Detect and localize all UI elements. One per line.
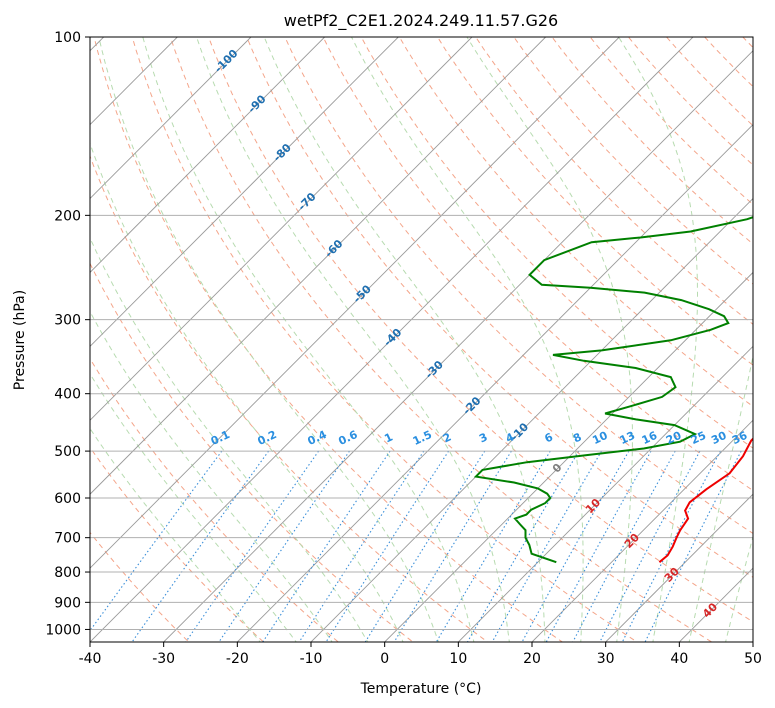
moist-adiabat-line — [618, 37, 698, 642]
mixing-ratio-line — [262, 450, 391, 642]
y-tick-label: 200 — [54, 208, 81, 224]
isotherm-line — [384, 271, 753, 642]
mixing-ratio-line — [364, 450, 486, 642]
isotherm-line — [90, 37, 473, 421]
x-tick-label: 20 — [523, 651, 541, 667]
mixing-ratio-label: 30 — [709, 429, 729, 447]
pressure-grid — [90, 37, 753, 630]
y-tick-label: 300 — [54, 313, 81, 329]
dry-adiabat-line — [398, 37, 753, 407]
plot-frame — [89, 36, 754, 643]
x-tick-label: 30 — [597, 651, 615, 667]
mixing-ratio-label: 36 — [730, 429, 750, 447]
dry-adiabat-line — [169, 37, 713, 642]
isotherm-line — [90, 37, 252, 200]
y-tick-label: 100 — [54, 30, 81, 46]
moist-adiabat-line — [263, 37, 546, 642]
dry-adiabat-line — [90, 531, 190, 642]
y-axis-label: Pressure (hPa) — [12, 290, 28, 390]
dry-adiabat-line — [436, 37, 753, 366]
dry-adiabat-line — [284, 37, 753, 535]
mixing-ratio-line — [572, 450, 676, 642]
isotherm-line — [90, 37, 399, 347]
mixing-ratio-line — [644, 450, 742, 642]
x-axis-label: Temperature (°C) — [360, 681, 482, 697]
mixing-ratio-line — [491, 450, 602, 642]
dry-adiabat-line — [246, 37, 753, 578]
y-tick-label: 600 — [54, 491, 81, 507]
moist-adiabat-line — [466, 37, 633, 642]
dry-adiabat-line — [131, 37, 638, 642]
x-tick-label: -10 — [300, 651, 323, 667]
x-tick-label: 0 — [380, 651, 389, 667]
moist-adiabat-line — [350, 37, 584, 642]
background-lines — [90, 37, 753, 642]
mixing-ratio-label: 20 — [664, 429, 684, 447]
dry-adiabat-line — [322, 37, 753, 492]
mixing-ratio-label: 25 — [689, 429, 708, 447]
isotherm-line — [237, 123, 753, 642]
isotherm-line — [90, 37, 546, 495]
isotherm-line — [310, 197, 753, 642]
x-tick-label: -20 — [226, 651, 249, 667]
y-tick-label: 800 — [54, 565, 81, 581]
dewpoint-profile-line — [473, 216, 753, 564]
y-tick-label: 1000 — [45, 622, 81, 638]
mixing-ratio-line — [325, 450, 450, 642]
chart-title: wetPf2_C2E1.2024.249.11.57.G26 — [284, 11, 558, 31]
mixing-ratio-label: 10 — [590, 429, 610, 447]
dry-adiabat-line — [360, 37, 753, 449]
mixing-ratio-line — [466, 450, 580, 642]
isotherm-line — [90, 37, 694, 642]
mixing-ratio-line — [621, 450, 721, 642]
y-tick-label: 700 — [54, 531, 81, 547]
mixing-ratio-label: 16 — [640, 429, 660, 447]
y-tick-label: 400 — [54, 387, 81, 403]
moist-adiabat-line — [90, 310, 333, 642]
mixing-ratio-line — [298, 450, 425, 642]
x-tick-label: 10 — [449, 651, 467, 667]
moist-adiabat-line — [196, 37, 510, 642]
isotherm-line — [458, 345, 753, 642]
x-tick-label: -30 — [152, 651, 175, 667]
isotherm-line — [531, 419, 753, 642]
x-tick-label: -40 — [79, 651, 102, 667]
dry-adiabat-line — [513, 37, 753, 285]
dry-adiabat-line — [93, 37, 564, 642]
y-tick-label: 500 — [54, 444, 81, 460]
x-tick-label: 40 — [670, 651, 688, 667]
dry-adiabat-line — [208, 37, 753, 623]
dry-adiabat-line — [90, 154, 489, 642]
mixing-ratio-label: 13 — [618, 429, 637, 447]
x-tick-label: 50 — [744, 651, 762, 667]
dry-adiabat-line — [90, 446, 265, 642]
temperature-profile-line — [658, 437, 753, 563]
dry-adiabat-line — [475, 37, 753, 325]
x-axis-ticks: -40 -30 -20 -10 0 10 20 30 40 50 — [79, 642, 762, 667]
moist-adiabat-line — [90, 372, 297, 642]
y-tick-label: 900 — [54, 595, 81, 611]
isotherm-line — [163, 50, 753, 642]
profile-lines — [473, 216, 753, 564]
dry-adiabat-line — [90, 357, 340, 642]
isotherm-line — [90, 37, 325, 274]
mixing-ratio-line — [131, 450, 270, 642]
isotherm-line — [90, 37, 620, 569]
isotherm-line — [605, 493, 753, 642]
y-axis-ticks: 100 200 300 400 500 600 700 800 900 1000 — [45, 30, 90, 638]
